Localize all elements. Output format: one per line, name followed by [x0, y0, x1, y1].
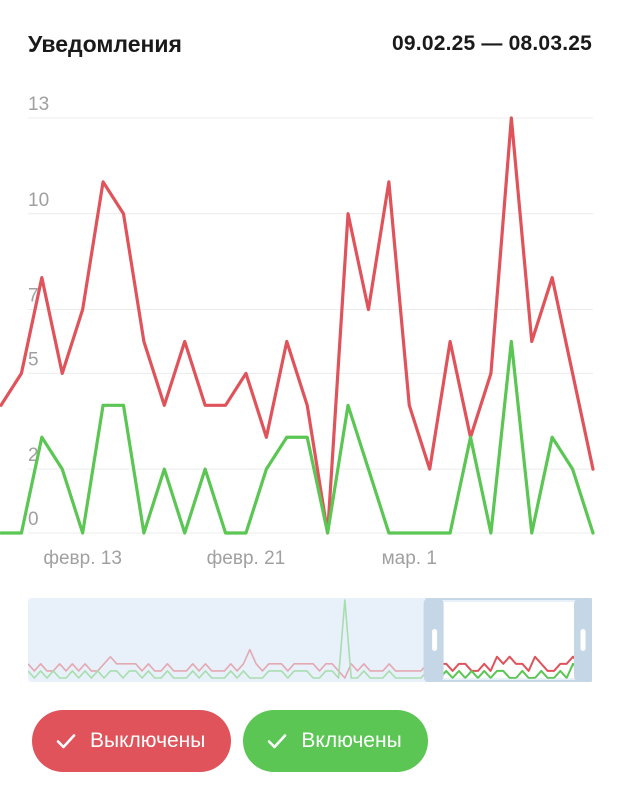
navigator-window[interactable] — [441, 602, 576, 678]
legend-toggle-off[interactable]: Выключены — [32, 710, 232, 772]
x-tick-label: мар. 1 — [382, 548, 437, 569]
y-tick-label: 13 — [28, 94, 49, 115]
page-title: Уведомления — [28, 30, 182, 57]
check-icon — [268, 734, 287, 749]
legend-label-on: Включены — [301, 729, 402, 752]
legend: Выключены Включены — [32, 710, 428, 772]
x-tick-label: февр. 13 — [43, 548, 122, 569]
y-tick-label: 5 — [28, 349, 39, 370]
series-line-on[interactable] — [0, 339, 595, 535]
y-tick-label: 10 — [28, 190, 49, 211]
navigator-mask — [28, 598, 426, 682]
grip-icon — [580, 629, 586, 651]
y-tick-label: 2 — [28, 445, 39, 466]
series-line-off[interactable] — [0, 116, 595, 535]
x-tick-label: февр. 21 — [207, 548, 286, 569]
range-navigator[interactable] — [28, 598, 592, 682]
y-tick-label: 0 — [28, 509, 39, 530]
grip-icon — [432, 629, 438, 651]
check-icon — [56, 734, 76, 749]
date-range[interactable]: 09.02.25 — 08.03.25 — [392, 32, 592, 55]
legend-toggle-on[interactable]: Включены — [243, 710, 428, 772]
y-tick-label: 7 — [28, 286, 39, 307]
legend-label-off: Выключены — [90, 729, 206, 752]
header: Уведомления 09.02.25 — 08.03.25 — [28, 28, 592, 60]
line-chart[interactable]: 0 2 5 7 10 13 февр. 13 февр. 21 мар. 1 — [0, 80, 620, 580]
